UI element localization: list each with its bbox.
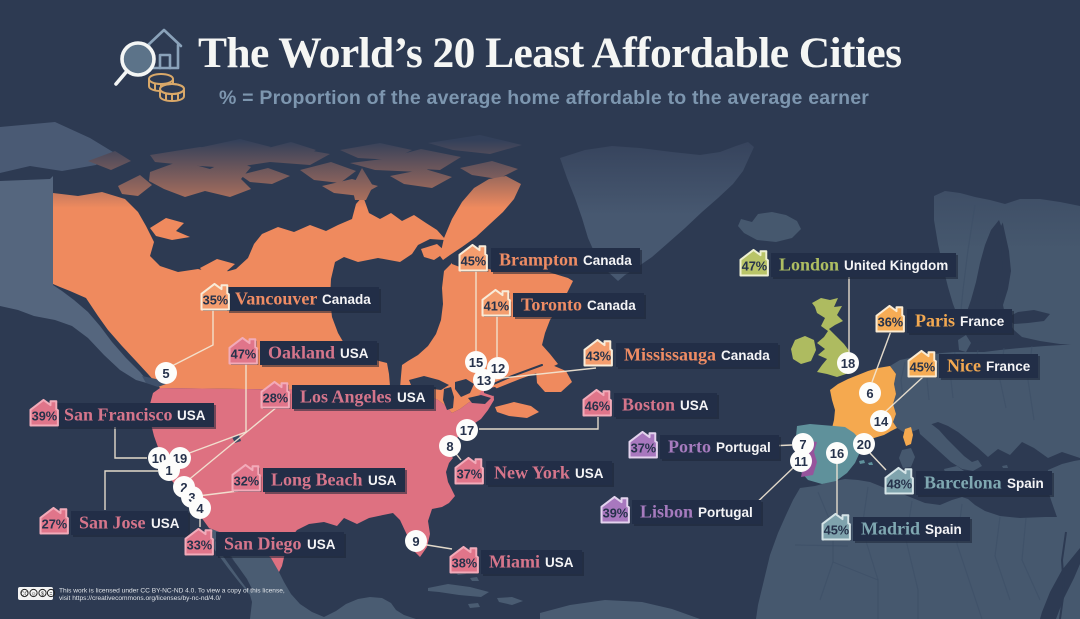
svg-text:Canada: Canada [587, 298, 636, 313]
svg-text:visit https://creativecommons.: visit https://creativecommons.org/licens… [59, 595, 221, 602]
svg-text:37%: 37% [457, 467, 483, 482]
svg-text:38%: 38% [452, 556, 478, 571]
svg-text:3: 3 [188, 490, 195, 505]
svg-text:USA: USA [545, 555, 574, 570]
svg-text:Lisbon: Lisbon [640, 502, 693, 522]
svg-text:Long Beach: Long Beach [271, 470, 363, 490]
svg-text:27%: 27% [42, 517, 68, 532]
svg-text:6: 6 [866, 386, 873, 401]
svg-text:43%: 43% [586, 349, 612, 364]
svg-text:35%: 35% [203, 293, 229, 308]
svg-text:San Diego: San Diego [224, 534, 302, 554]
svg-text:Toronto: Toronto [521, 295, 582, 315]
svg-text:11: 11 [794, 454, 808, 469]
svg-text:$: $ [41, 592, 44, 598]
svg-text:20: 20 [857, 437, 871, 452]
svg-text:United Kingdom: United Kingdom [844, 258, 948, 273]
svg-text:Vancouver: Vancouver [235, 289, 317, 309]
svg-text:37%: 37% [631, 441, 657, 456]
svg-text:San Jose: San Jose [79, 513, 146, 533]
svg-text:Canada: Canada [721, 348, 770, 363]
svg-text:12: 12 [491, 361, 505, 376]
svg-text:32%: 32% [234, 474, 260, 489]
svg-text:This work is licensed under CC: This work is licensed under CC BY-NC-ND … [59, 588, 285, 595]
svg-text:5: 5 [162, 366, 169, 381]
svg-text:USA: USA [575, 466, 604, 481]
svg-text:39%: 39% [32, 409, 58, 424]
svg-text:USA: USA [151, 516, 180, 531]
svg-text:18: 18 [841, 356, 855, 371]
svg-text:Brampton: Brampton [499, 250, 578, 270]
svg-text:28%: 28% [263, 391, 289, 406]
svg-text:New York: New York [494, 463, 570, 483]
svg-text:47%: 47% [231, 347, 257, 362]
svg-text:4: 4 [196, 501, 204, 516]
svg-text:USA: USA [177, 408, 206, 423]
svg-text:Portugal: Portugal [698, 505, 753, 520]
svg-text:Madrid: Madrid [861, 519, 920, 539]
svg-text:13: 13 [477, 373, 491, 388]
svg-text:Paris: Paris [915, 311, 955, 331]
svg-text:London: London [779, 255, 839, 275]
svg-text:USA: USA [680, 398, 709, 413]
svg-text:Oakland: Oakland [268, 343, 335, 363]
svg-text:16: 16 [830, 446, 844, 461]
svg-text:Nice: Nice [947, 356, 981, 376]
svg-text:CC: CC [21, 592, 29, 598]
svg-text:45%: 45% [824, 523, 850, 538]
svg-text:USA: USA [307, 537, 336, 552]
svg-text:9: 9 [412, 534, 419, 549]
svg-text:Portugal: Portugal [716, 440, 771, 455]
svg-text:Boston: Boston [622, 395, 675, 415]
svg-text:USA: USA [368, 473, 397, 488]
svg-text:1: 1 [165, 463, 172, 478]
svg-text:San Francisco: San Francisco [64, 405, 173, 425]
svg-text:8: 8 [446, 439, 453, 454]
svg-text:France: France [986, 359, 1031, 374]
svg-text:15: 15 [469, 355, 483, 370]
svg-text:Canada: Canada [322, 292, 371, 307]
svg-text:USA: USA [397, 390, 426, 405]
svg-text:48%: 48% [887, 477, 913, 492]
svg-text:47%: 47% [742, 259, 768, 274]
svg-text:Barcelona: Barcelona [924, 473, 1002, 493]
svg-text:Spain: Spain [925, 522, 962, 537]
svg-text:Los Angeles: Los Angeles [300, 387, 392, 407]
svg-text:Porto: Porto [668, 437, 711, 457]
svg-text:41%: 41% [484, 299, 510, 314]
svg-text:Spain: Spain [1007, 476, 1044, 491]
svg-text:46%: 46% [585, 399, 611, 414]
svg-text:Miami: Miami [489, 552, 540, 572]
svg-text:USA: USA [340, 346, 369, 361]
svg-text:39%: 39% [603, 506, 629, 521]
svg-text:7: 7 [799, 437, 806, 452]
svg-text:France: France [960, 314, 1005, 329]
svg-text:14: 14 [874, 414, 889, 429]
svg-text:=: = [50, 592, 53, 598]
svg-text:36%: 36% [878, 315, 904, 330]
svg-text:Canada: Canada [583, 253, 632, 268]
svg-text:17: 17 [460, 423, 474, 438]
svg-text:33%: 33% [187, 538, 213, 553]
svg-text:45%: 45% [461, 254, 487, 269]
svg-text:45%: 45% [910, 360, 936, 375]
svg-text:☺: ☺ [31, 592, 37, 598]
svg-text:Mississauga: Mississauga [624, 345, 716, 365]
svg-text:2: 2 [180, 480, 187, 495]
